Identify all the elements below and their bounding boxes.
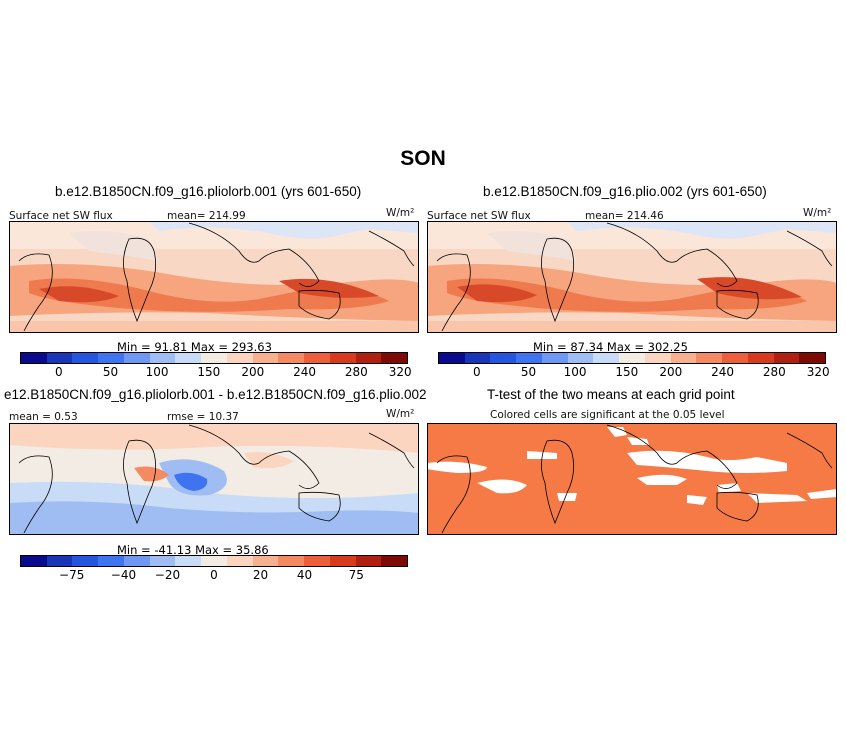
colorbar-2-swatch-10 [696, 353, 723, 363]
panel1-minmax: Min = 91.81 Max = 293.63 [117, 340, 272, 354]
colorbar-2-labels-tick: 0 [472, 365, 481, 379]
panel3-mean: mean = 0.53 [9, 411, 78, 423]
panel4-subtitle: Colored cells are significant at the 0.0… [490, 409, 725, 421]
colorbar-1-labels-tick: 0 [54, 365, 63, 379]
panel4-map [427, 423, 837, 535]
colorbar-3 [20, 555, 408, 567]
colorbar-2-labels-tick: 50 [520, 365, 537, 379]
colorbar-1-labels-tick: 240 [293, 365, 316, 379]
colorbar-1-swatch-9 [252, 353, 279, 363]
colorbar-3-swatch-5 [149, 556, 176, 566]
colorbar-1-swatch-1 [46, 353, 73, 363]
panel3-units: W/m² [386, 408, 415, 420]
colorbar-1-swatch-5 [149, 353, 176, 363]
colorbar-2-labels-tick: 280 [762, 365, 786, 379]
panel2-map [427, 221, 837, 333]
colorbar-2-labels-tick: 320 [806, 365, 830, 379]
colorbar-2-swatch-14 [799, 353, 826, 363]
colorbar-3-labels-tick: 75 [348, 568, 364, 582]
colorbar-1-labels-tick: 280 [344, 365, 368, 379]
colorbar-1-labels-tick: 200 [241, 365, 265, 379]
panel1-title: b.e12.B1850CN.f09_g16.pliolorb.001 (yrs … [55, 184, 362, 199]
panel2-minmax: Min = 87.34 Max = 302.25 [533, 340, 688, 354]
colorbar-2-swatch-0 [439, 353, 465, 363]
panel2-variable: Surface net SW flux [427, 210, 531, 222]
colorbar-3-labels: −75 −40 −20 0 20 40 75 [20, 567, 408, 583]
panel3-minmax: Min = -41.13 Max = 35.86 [117, 543, 269, 557]
colorbar-1-swatch-6 [175, 353, 202, 363]
colorbar-3-labels-tick: −20 [154, 568, 181, 582]
colorbar-3-labels-tick: 40 [296, 568, 313, 582]
colorbar-3-labels-tick: 0 [210, 568, 218, 582]
colorbar-2-labels-tick: 240 [711, 365, 734, 379]
panel1-variable: Surface net SW flux [9, 210, 113, 222]
colorbar-3-swatch-8 [226, 556, 253, 566]
colorbar-3-swatch-6 [175, 556, 202, 566]
colorbar-1-swatch-8 [226, 353, 253, 363]
colorbar-3-swatch-0 [21, 556, 47, 566]
colorbar-3-swatch-4 [123, 556, 150, 566]
colorbar-1-swatch-4 [123, 353, 150, 363]
colorbar-2-labels-tick: 150 [615, 365, 639, 379]
colorbar-1-swatch-2 [72, 353, 99, 363]
colorbar-3-swatch-10 [278, 556, 305, 566]
colorbar-2-swatch-11 [722, 353, 748, 363]
colorbar-3-swatch-1 [46, 556, 73, 566]
panel3-title: e12.B1850CN.f09_g16.pliolorb.001 - b.e12… [4, 387, 427, 402]
colorbar-3-labels-tick: 20 [252, 568, 269, 582]
colorbar-1-swatch-11 [304, 353, 330, 363]
panel2-mean: mean= 214.46 [585, 210, 664, 222]
colorbar-1-labels-tick: 100 [145, 365, 169, 379]
colorbar-2-swatch-13 [773, 353, 800, 363]
panel1-mean: mean= 214.99 [167, 210, 246, 222]
panel4-title: T-test of the two means at each grid poi… [487, 387, 735, 402]
colorbar-2-swatch-7 [619, 353, 645, 363]
colorbar-2-swatch-6 [593, 353, 620, 363]
panel3-rmse: rmse = 10.37 [167, 411, 239, 423]
colorbar-1-swatch-0 [21, 353, 47, 363]
colorbar-1-swatch-13 [355, 353, 382, 363]
colorbar-3-swatch-11 [304, 556, 330, 566]
colorbar-2 [438, 352, 826, 364]
page-title: SON [400, 147, 446, 170]
colorbar-3-swatch-2 [72, 556, 99, 566]
colorbar-2-swatch-5 [567, 353, 594, 363]
colorbar-2-swatch-8 [644, 353, 671, 363]
colorbar-1-labels-tick: 50 [102, 365, 119, 379]
colorbar-1-swatch-7 [201, 353, 227, 363]
colorbar-1-labels-tick: 150 [197, 365, 221, 379]
colorbar-2-labels-tick: 200 [659, 365, 683, 379]
panel3-map [9, 423, 419, 535]
colorbar-2-swatch-4 [541, 353, 568, 363]
colorbar-3-swatch-9 [252, 556, 279, 566]
colorbar-3-swatch-7 [201, 556, 227, 566]
colorbar-2-swatch-2 [490, 353, 517, 363]
colorbar-1 [20, 352, 408, 364]
colorbar-2-swatch-12 [747, 353, 774, 363]
colorbar-1-swatch-12 [329, 353, 356, 363]
colorbar-1-swatch-3 [98, 353, 124, 363]
panel2-units: W/m² [803, 207, 832, 219]
colorbar-1-swatch-14 [381, 353, 408, 363]
panel2-title: b.e12.B1850CN.f09_g16.plio.002 (yrs 601-… [483, 184, 767, 199]
colorbar-3-labels-tick: −40 [110, 568, 137, 582]
colorbar-2-swatch-3 [516, 353, 542, 363]
colorbar-2-labels: 0 50 100 150 200 240 280 320 [438, 364, 830, 380]
colorbar-3-swatch-14 [381, 556, 408, 566]
colorbar-1-labels-tick: 320 [388, 365, 412, 379]
colorbar-3-swatch-13 [355, 556, 382, 566]
colorbar-1-labels: 0 50 100 150 200 240 280 320 [20, 364, 412, 380]
panel1-map [9, 221, 419, 333]
colorbar-2-swatch-9 [670, 353, 697, 363]
panel1-units: W/m² [386, 207, 415, 219]
colorbar-3-labels-tick: −75 [59, 568, 85, 582]
colorbar-3-swatch-3 [98, 556, 124, 566]
colorbar-1-swatch-10 [278, 353, 305, 363]
colorbar-3-swatch-12 [329, 556, 356, 566]
colorbar-2-labels-tick: 100 [563, 365, 587, 379]
colorbar-2-swatch-1 [464, 353, 491, 363]
